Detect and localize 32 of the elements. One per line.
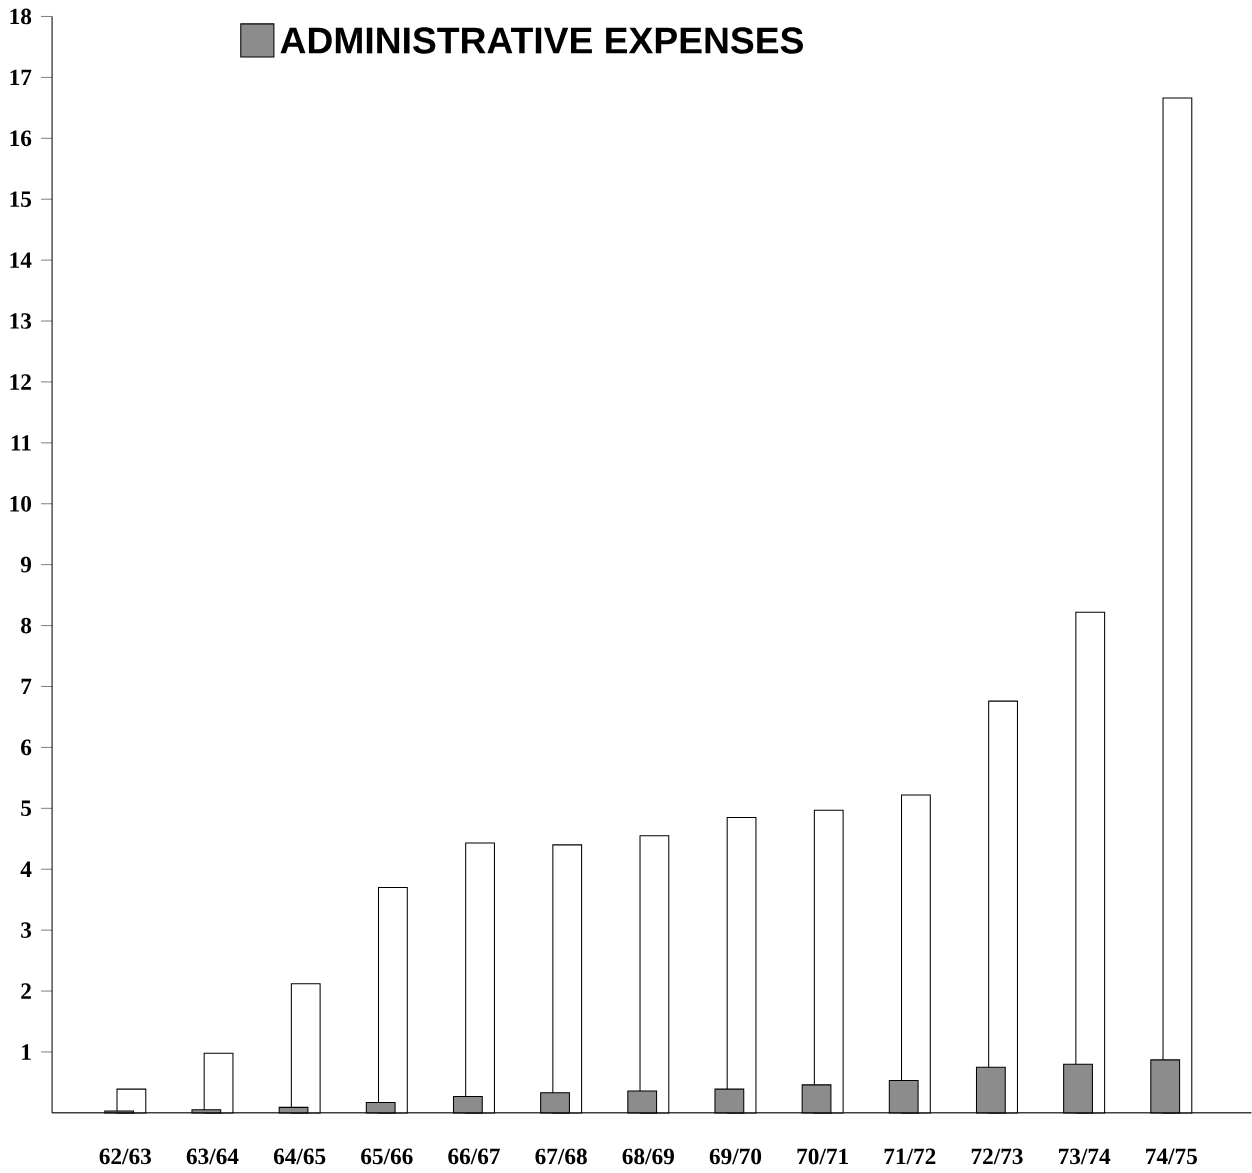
y-tick-label: 18 (10, 8, 32, 25)
x-tick-label: 64/65 (273, 1148, 326, 1165)
x-tick-label: 73/74 (1058, 1148, 1111, 1165)
x-tick-label: 68/69 (622, 1148, 674, 1165)
x-tick-label: 71/72 (884, 1148, 936, 1165)
y-tick-label: 16 (10, 130, 32, 147)
y-tick-label: 11 (11, 435, 31, 451)
y-tick-label: 9 (20, 556, 32, 573)
y-tick-label: 5 (21, 800, 32, 817)
y-tick-label: 13 (10, 313, 32, 329)
y-tick-label: 15 (10, 191, 32, 208)
x-tick-label: 67/68 (535, 1148, 587, 1165)
y-tick-label: 7 (21, 678, 32, 695)
x-tick-label: 74/75 (1146, 1148, 1197, 1165)
y-tick-label: 14 (10, 252, 32, 268)
legend-label: ADMINISTRATIVE EXPENSES (280, 27, 803, 54)
x-tick-label: 63/64 (186, 1148, 239, 1165)
y-tick-label: 1 (22, 1044, 31, 1060)
y-tick-label: 6 (21, 739, 32, 756)
y-tick-label: 8 (21, 617, 32, 634)
y-tick-label: 2 (21, 983, 31, 999)
x-tick-label: 66/67 (448, 1148, 500, 1165)
x-tick-label: 72/73 (971, 1148, 1023, 1165)
y-tick-label: 12 (10, 374, 31, 390)
y-tick-label: 10 (10, 495, 32, 512)
x-tick-label: 62/63 (99, 1148, 151, 1165)
x-tick-label: 70/71 (797, 1148, 848, 1165)
x-tick-label: 69/70 (709, 1148, 762, 1165)
y-tick-label: 4 (20, 861, 32, 877)
x-tick-label: 65/66 (361, 1148, 413, 1165)
y-tick-label: 3 (21, 922, 32, 939)
y-tick-label: 17 (10, 69, 32, 86)
